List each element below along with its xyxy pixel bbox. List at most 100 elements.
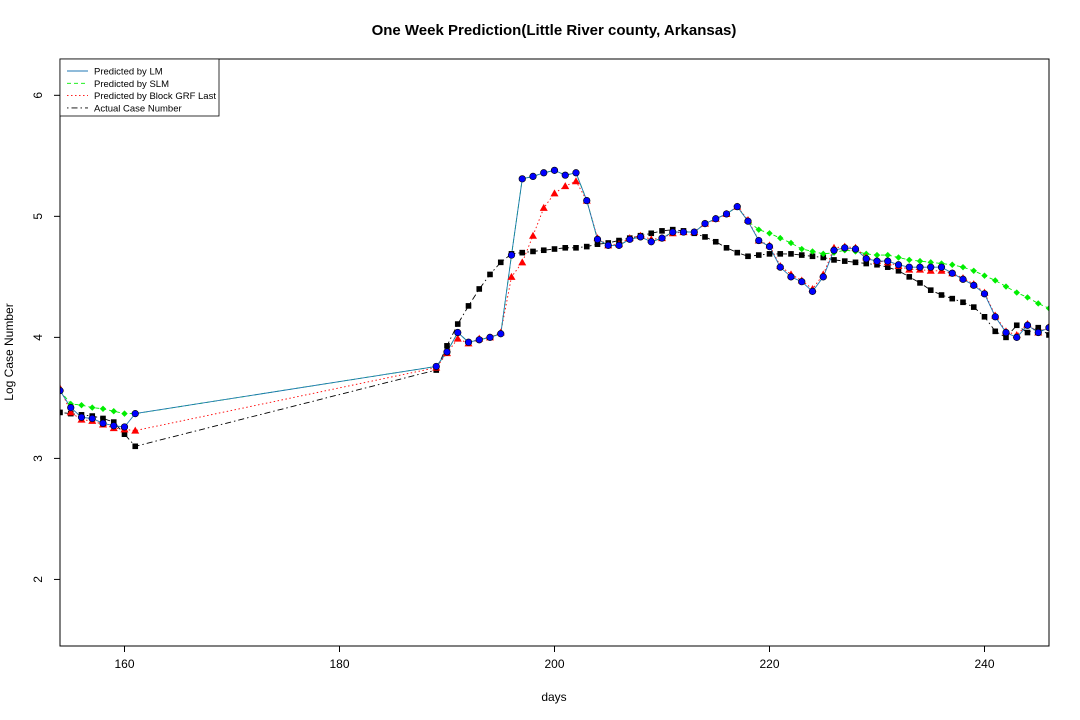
lm-point: [841, 244, 849, 252]
lm-point: [808, 287, 817, 295]
lm-point: [905, 263, 913, 271]
series-line-0: [60, 169, 1049, 428]
slm-point: [927, 259, 934, 266]
lm-point: [454, 328, 462, 337]
actual-point: [960, 299, 966, 306]
actual-point: [530, 248, 536, 255]
slm-point: [809, 248, 816, 255]
lm-point: [647, 238, 655, 246]
x-tick-label: 240: [974, 657, 994, 671]
y-axis-label: Log Case Number: [2, 303, 16, 400]
slm-point: [873, 251, 881, 259]
lm-point: [830, 246, 838, 254]
grf-point: [518, 258, 527, 266]
slm-point: [959, 263, 967, 271]
lm-point: [561, 171, 569, 179]
lm-point: [787, 273, 795, 281]
slm-point: [906, 256, 913, 264]
lm-point: [518, 175, 526, 183]
slm-point: [1035, 300, 1042, 307]
lm-point: [894, 261, 903, 269]
actual-point: [906, 274, 913, 280]
lm-point: [948, 269, 956, 277]
actual-point: [100, 415, 106, 422]
actual-point: [60, 409, 63, 416]
lm-point: [120, 423, 129, 431]
actual-point: [702, 234, 708, 240]
slm-point: [787, 239, 795, 247]
actual-point: [788, 251, 794, 257]
lm-point: [959, 275, 967, 283]
chart-title: One Week Prediction(Little River county,…: [372, 22, 737, 39]
grf-point: [507, 272, 516, 280]
lm-point: [1034, 328, 1042, 337]
y-tick-label: 6: [31, 92, 45, 99]
lm-point: [1013, 333, 1021, 341]
actual-point: [110, 419, 117, 425]
actual-point: [648, 230, 655, 237]
actual-point: [927, 287, 934, 293]
x-tick-label: 200: [544, 657, 564, 671]
actual-point: [583, 243, 590, 250]
slm-point: [895, 254, 902, 261]
lm-point: [540, 169, 548, 177]
plot-frame: [59, 58, 1050, 647]
lm-point: [497, 330, 505, 338]
legend-entry: Actual Case Number: [94, 103, 182, 114]
legend-entry: Predicted by SLM: [94, 79, 169, 90]
lm-point: [593, 235, 602, 243]
lm-point: [701, 220, 709, 228]
actual-point: [755, 252, 762, 258]
lm-point: [464, 338, 473, 346]
actual-point: [820, 254, 827, 261]
actual-point: [992, 328, 999, 335]
actual-point: [444, 343, 450, 349]
lm-point: [529, 172, 537, 180]
grf-point: [66, 408, 75, 416]
actual-point: [884, 264, 891, 270]
slm-point: [798, 245, 805, 253]
actual-point: [841, 258, 848, 264]
lm-point: [131, 410, 139, 418]
actual-point: [949, 295, 956, 302]
slm-point: [1024, 294, 1031, 301]
slm-point: [89, 404, 96, 411]
plot-area: [60, 166, 1049, 450]
slm-point: [78, 401, 85, 409]
actual-point: [1035, 324, 1042, 331]
lm-point: [712, 215, 720, 223]
lm-point: [626, 235, 634, 243]
slm-point: [1045, 305, 1049, 312]
grf-point: [453, 334, 462, 342]
actual-point: [863, 260, 870, 267]
lm-point: [1023, 321, 1032, 329]
lm-point: [991, 313, 999, 321]
actual-point: [132, 443, 139, 450]
actual-point: [573, 245, 579, 251]
grf-point: [561, 182, 570, 190]
slm-point: [992, 277, 999, 284]
slm-point: [981, 272, 988, 279]
lm-point: [88, 414, 96, 423]
grf-point: [572, 177, 580, 185]
actual-point: [831, 257, 837, 263]
actual-point: [895, 268, 902, 274]
lm-point: [884, 257, 892, 265]
actual-point: [712, 238, 719, 245]
actual-point: [981, 313, 988, 320]
actual-point: [121, 431, 128, 437]
lm-point: [679, 228, 688, 236]
x-tick-label: 180: [329, 657, 349, 671]
lm-point: [690, 228, 698, 236]
lm-point: [873, 257, 881, 265]
actual-point: [487, 271, 493, 278]
lm-point: [486, 333, 494, 341]
axes: 160 180 200 220 240 2 3 4 5 6: [31, 58, 1050, 671]
lm-point: [862, 255, 870, 263]
x-axis-label: days: [541, 690, 566, 704]
lm-point: [669, 228, 677, 236]
actual-point: [540, 247, 547, 254]
slm-point: [1002, 283, 1010, 290]
